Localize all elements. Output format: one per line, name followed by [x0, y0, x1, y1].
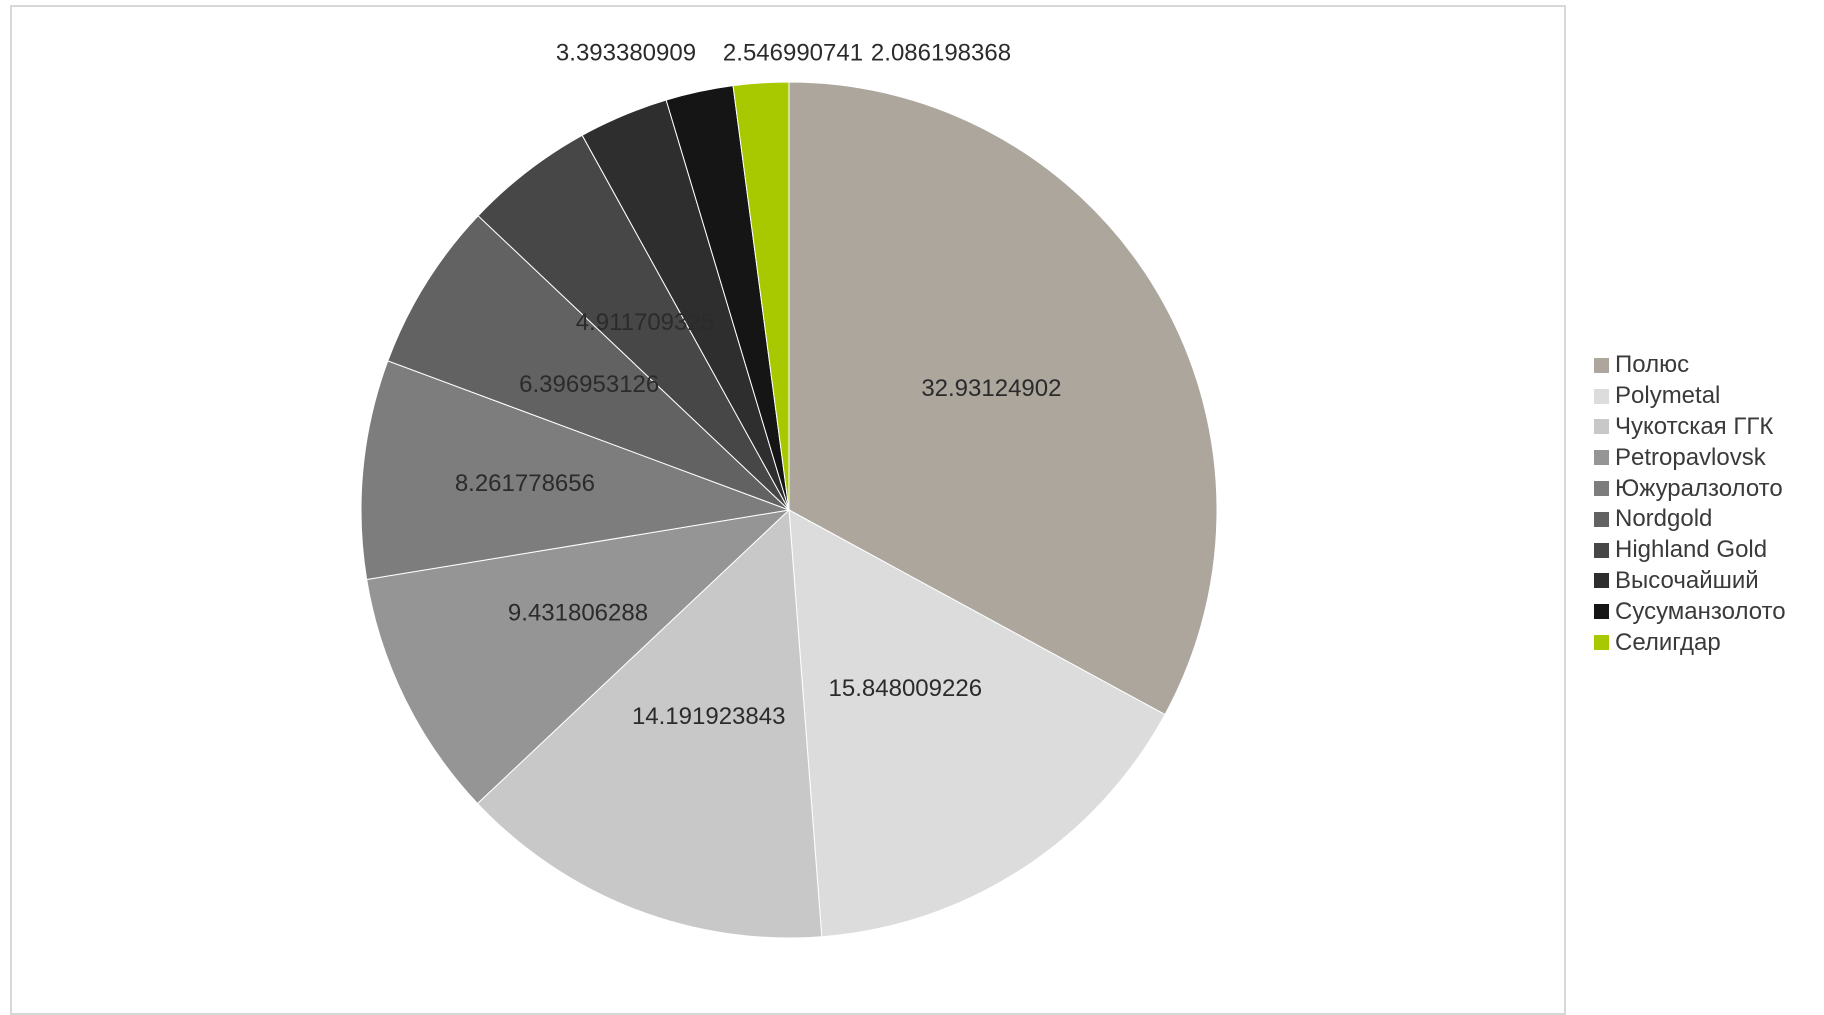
- legend-item-6: Nordgold: [1594, 504, 1822, 535]
- data-label-4: 9.431806288: [508, 600, 648, 627]
- data-label-8: 3.393380909: [556, 39, 696, 66]
- pie-slice-3: [476, 508, 823, 939]
- legend-swatch: [1594, 481, 1609, 497]
- data-label-1: 32.93124902: [921, 375, 1061, 402]
- legend-swatch: [1594, 635, 1609, 651]
- legend-item-2: Polymetal: [1594, 381, 1822, 412]
- legend: Полюс Polymetal Чукотская ГГК Petropavlovsk…: [1594, 350, 1822, 658]
- legend-swatch: [1594, 573, 1609, 589]
- legend-swatch: [1594, 450, 1609, 466]
- pie-chart: 32.93124902 15.848009226 14.191923843 9.431…: [360, 39, 1218, 939]
- legend-item-9: Сусуманзолото: [1594, 596, 1822, 627]
- legend-label: Сусуманзолото: [1615, 597, 1786, 625]
- legend-label: Чукотская ГГК: [1615, 412, 1774, 440]
- legend-label: Высочайший: [1615, 566, 1759, 594]
- pie-slice-4: [366, 509, 791, 805]
- legend-swatch: [1594, 542, 1609, 558]
- legend-item-5: Южуралзолото: [1594, 473, 1822, 504]
- data-label-5: 8.261778656: [455, 470, 595, 497]
- data-label-10: 2.086198368: [871, 39, 1011, 66]
- legend-swatch: [1594, 357, 1609, 373]
- legend-label: Селигдар: [1615, 628, 1721, 656]
- legend-swatch: [1594, 511, 1609, 527]
- legend-swatch: [1594, 419, 1609, 435]
- legend-item-3: Чукотская ГГК: [1594, 412, 1822, 443]
- legend-item-7: Highland Gold: [1594, 535, 1822, 566]
- data-labels: 32.93124902 15.848009226 14.191923843 9.431…: [455, 39, 1062, 730]
- legend-item-10: Селигдар: [1594, 627, 1822, 658]
- legend-label: Nordgold: [1615, 505, 1713, 533]
- legend-label: Highland Gold: [1615, 536, 1768, 564]
- legend-label: Petropavlovsk: [1615, 443, 1766, 471]
- legend-item-8: Высочайший: [1594, 566, 1822, 597]
- pie-slice-2: [788, 509, 1166, 938]
- data-label-2: 15.848009226: [829, 675, 983, 702]
- pie-slice-10: [732, 81, 790, 511]
- legend-swatch: [1594, 604, 1609, 620]
- pie-slice-1: [788, 81, 1218, 716]
- pie-slices: [360, 81, 1218, 939]
- legend-item-1: Полюс: [1594, 350, 1822, 381]
- data-label-9: 2.546990741: [723, 39, 863, 66]
- legend-swatch: [1594, 388, 1609, 404]
- data-label-7: 4.911709325: [576, 309, 714, 336]
- legend-label: Южуралзолото: [1615, 474, 1783, 502]
- pie-slice-6: [387, 215, 790, 511]
- data-label-6: 6.396953126: [519, 371, 659, 398]
- legend-item-4: Petropavlovsk: [1594, 442, 1822, 473]
- legend-label: Polymetal: [1615, 382, 1721, 410]
- data-label-3: 14.191923843: [632, 703, 786, 730]
- pie-slice-5: [360, 360, 791, 581]
- legend-label: Полюс: [1615, 351, 1690, 379]
